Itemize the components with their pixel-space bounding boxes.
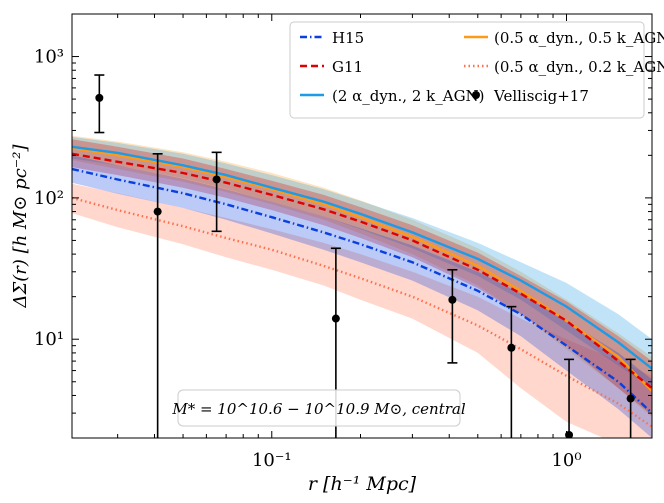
legend-marker-velliscig (472, 91, 480, 99)
annotation: M* = 10^10.6 − 10^10.9 M⊙, central (171, 389, 466, 427)
axis-ticks: 10¹ 10² 10³ 10⁻¹ 10⁰ (34, 13, 652, 471)
obs-point-5 (507, 343, 516, 352)
x-axis-label: r [h⁻¹ Mpc] (308, 473, 417, 495)
x-tick-label: 10⁰ (551, 450, 581, 471)
band-2-dyn-2-kagn (72, 136, 652, 389)
line-0-5-dyn-0-5-kagn (72, 146, 652, 392)
annotation-box (177, 389, 461, 427)
y-tick-label: 10² (34, 188, 64, 209)
band-0-5-dyn-0-2-kagn (72, 183, 652, 438)
model-lines (72, 145, 652, 428)
legend-label-h15: H15 (332, 29, 364, 47)
annotation-text: M* = 10^10.6 − 10^10.9 M⊙, central (171, 400, 465, 418)
legend-label-05alpha-02k: (0.5 α_dyn., 0.2 k_AGN) (494, 58, 664, 76)
line-g11 (72, 152, 652, 390)
obs-point-2 (212, 175, 221, 184)
obs-point-3 (331, 314, 340, 323)
legend-label-g11: G11 (332, 58, 363, 76)
plot-frame (71, 13, 653, 439)
y-axis-label: ΔΣ(r) [h M⊙ pc⁻²] (10, 144, 31, 309)
y-tick-label: 10³ (34, 47, 64, 68)
obs-point-1 (153, 207, 162, 216)
legend-box (289, 21, 645, 119)
band-g11 (72, 139, 652, 416)
legend-label-05alpha-05k: (0.5 α_dyn., 0.5 k_AGN) (494, 29, 664, 47)
obs-point-0 (95, 93, 104, 102)
obs-point-7 (626, 394, 635, 403)
obs-point-6 (565, 431, 574, 438)
legend: H15 G11 (2 α_dyn., 2 k_AGN) (0.5 α_dyn.,… (289, 21, 664, 119)
observation-points (94, 74, 636, 438)
obs-point-4 (448, 295, 457, 304)
line-2-dyn-2-kagn (72, 145, 652, 370)
legend-label-2alpha-2k: (2 α_dyn., 2 k_AGN) (332, 87, 485, 105)
y-tick-label: 10¹ (34, 329, 64, 350)
x-tick-label: 10⁻¹ (252, 450, 292, 471)
legend-label-velliscig: Velliscig+17 (493, 87, 589, 105)
band-h15 (72, 155, 652, 438)
